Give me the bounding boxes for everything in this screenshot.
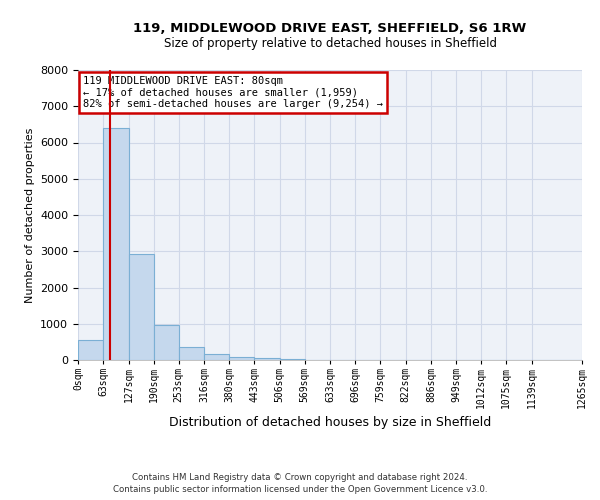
X-axis label: Distribution of detached houses by size in Sheffield: Distribution of detached houses by size … bbox=[169, 416, 491, 430]
Bar bbox=[103, 128, 128, 360]
Bar bbox=[280, 359, 305, 360]
Bar bbox=[154, 325, 179, 360]
Text: 119, MIDDLEWOOD DRIVE EAST, SHEFFIELD, S6 1RW: 119, MIDDLEWOOD DRIVE EAST, SHEFFIELD, S… bbox=[133, 22, 527, 36]
Text: Contains HM Land Registry data © Crown copyright and database right 2024.: Contains HM Land Registry data © Crown c… bbox=[132, 472, 468, 482]
Y-axis label: Number of detached properties: Number of detached properties bbox=[25, 128, 35, 302]
Bar bbox=[204, 354, 229, 360]
Bar bbox=[229, 357, 254, 360]
Bar bbox=[254, 358, 280, 360]
Bar bbox=[78, 340, 103, 360]
Bar bbox=[179, 347, 204, 360]
Text: 119 MIDDLEWOOD DRIVE EAST: 80sqm
← 17% of detached houses are smaller (1,959)
82: 119 MIDDLEWOOD DRIVE EAST: 80sqm ← 17% o… bbox=[83, 76, 383, 109]
Bar bbox=[128, 254, 154, 360]
Text: Size of property relative to detached houses in Sheffield: Size of property relative to detached ho… bbox=[163, 38, 497, 51]
Text: Contains public sector information licensed under the Open Government Licence v3: Contains public sector information licen… bbox=[113, 485, 487, 494]
